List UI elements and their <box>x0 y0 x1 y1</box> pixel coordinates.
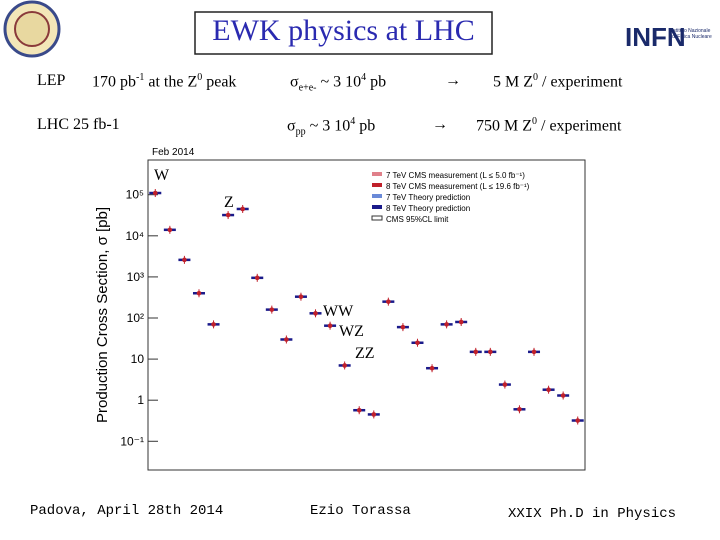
title-box <box>194 11 493 55</box>
text: 170 pb <box>92 73 136 91</box>
text: e+e- <box>298 82 317 94</box>
lep-result: 5 M Z0 / experiment <box>493 72 622 91</box>
annotation: ZZ <box>355 345 375 362</box>
chart-title: Feb 2014 <box>152 147 195 158</box>
legend-swatch <box>372 205 382 209</box>
legend-label: 8 TeV Theory prediction <box>386 204 470 213</box>
legend-label: 7 TeV CMS measurement (L ≤ 5.0 fb⁻¹) <box>386 171 525 180</box>
annotation: WZ <box>339 323 364 340</box>
text: 4 <box>361 72 367 83</box>
plot-frame <box>147 159 586 471</box>
text: 750 M Z <box>476 117 532 135</box>
text: pp <box>295 126 306 138</box>
y-tick-label: 10⁻¹ <box>120 434 144 448</box>
legend-swatch <box>371 215 383 221</box>
text: -1 <box>136 72 145 83</box>
text: σ <box>290 73 299 91</box>
legend-swatch <box>372 183 382 187</box>
legend-swatch <box>372 194 382 198</box>
text: / experiment <box>538 73 623 91</box>
annotation: W <box>154 167 170 184</box>
y-axis-label: Production Cross Section, σ [pb] <box>94 207 111 423</box>
lep-lumi: 170 pb-1 at the Z0 peak <box>92 72 236 91</box>
text: σ <box>287 117 296 135</box>
text: pb <box>355 117 376 135</box>
legend-label: 8 TeV CMS measurement (L ≤ 19.6 fb⁻¹) <box>386 182 530 191</box>
lhc-label: LHC 25 fb-1 <box>37 116 120 133</box>
lep-label: LEP <box>37 72 66 89</box>
logo: INFN <box>625 22 686 52</box>
y-tick-label: 10² <box>127 311 144 325</box>
text: ~ 3 10 <box>305 117 351 135</box>
lhc-arrow: → <box>432 116 448 133</box>
text: 4 <box>350 116 356 127</box>
y-tick-label: 1 <box>137 393 144 407</box>
text: at the Z <box>144 73 198 91</box>
legend-label: CMS 95%CL limit <box>386 215 449 224</box>
footer-center: Ezio Torassa <box>310 503 411 519</box>
y-tick-label: 10⁵ <box>126 188 144 202</box>
y-tick-label: 10⁴ <box>125 229 144 243</box>
slide-title: EWK physics at LHC <box>212 14 475 47</box>
text: 0 <box>532 116 537 127</box>
lep-arrow: → <box>445 72 461 89</box>
lhc-sigma: σpp ~ 3 104 pb <box>287 116 375 138</box>
text: pb <box>366 73 387 91</box>
legend-swatch <box>372 172 382 176</box>
text: peak <box>202 73 237 91</box>
text: / experiment <box>537 117 622 135</box>
text: 5 M Z <box>493 73 533 91</box>
legend-label: 7 TeV Theory prediction <box>386 193 470 202</box>
text: 0 <box>533 72 538 83</box>
footer-left: Padova, April 28th 2014 <box>30 503 224 519</box>
logo-subtitle: Istituto Nazionale di Fisica Nucleare <box>672 28 712 40</box>
text: ~ 3 10 <box>316 73 362 91</box>
lhc-result: 750 M Z0 / experiment <box>476 116 621 135</box>
annotation: Z <box>224 194 234 211</box>
annotation: WW <box>323 303 354 320</box>
lep-sigma: σe+e- ~ 3 104 pb <box>290 72 386 94</box>
seal-center <box>14 11 50 47</box>
footer-right: XXIX Ph.D in Physics <box>508 506 677 522</box>
text: 0 <box>197 72 203 83</box>
y-tick-label: 10³ <box>127 270 144 284</box>
y-tick-label: 10 <box>131 352 145 366</box>
